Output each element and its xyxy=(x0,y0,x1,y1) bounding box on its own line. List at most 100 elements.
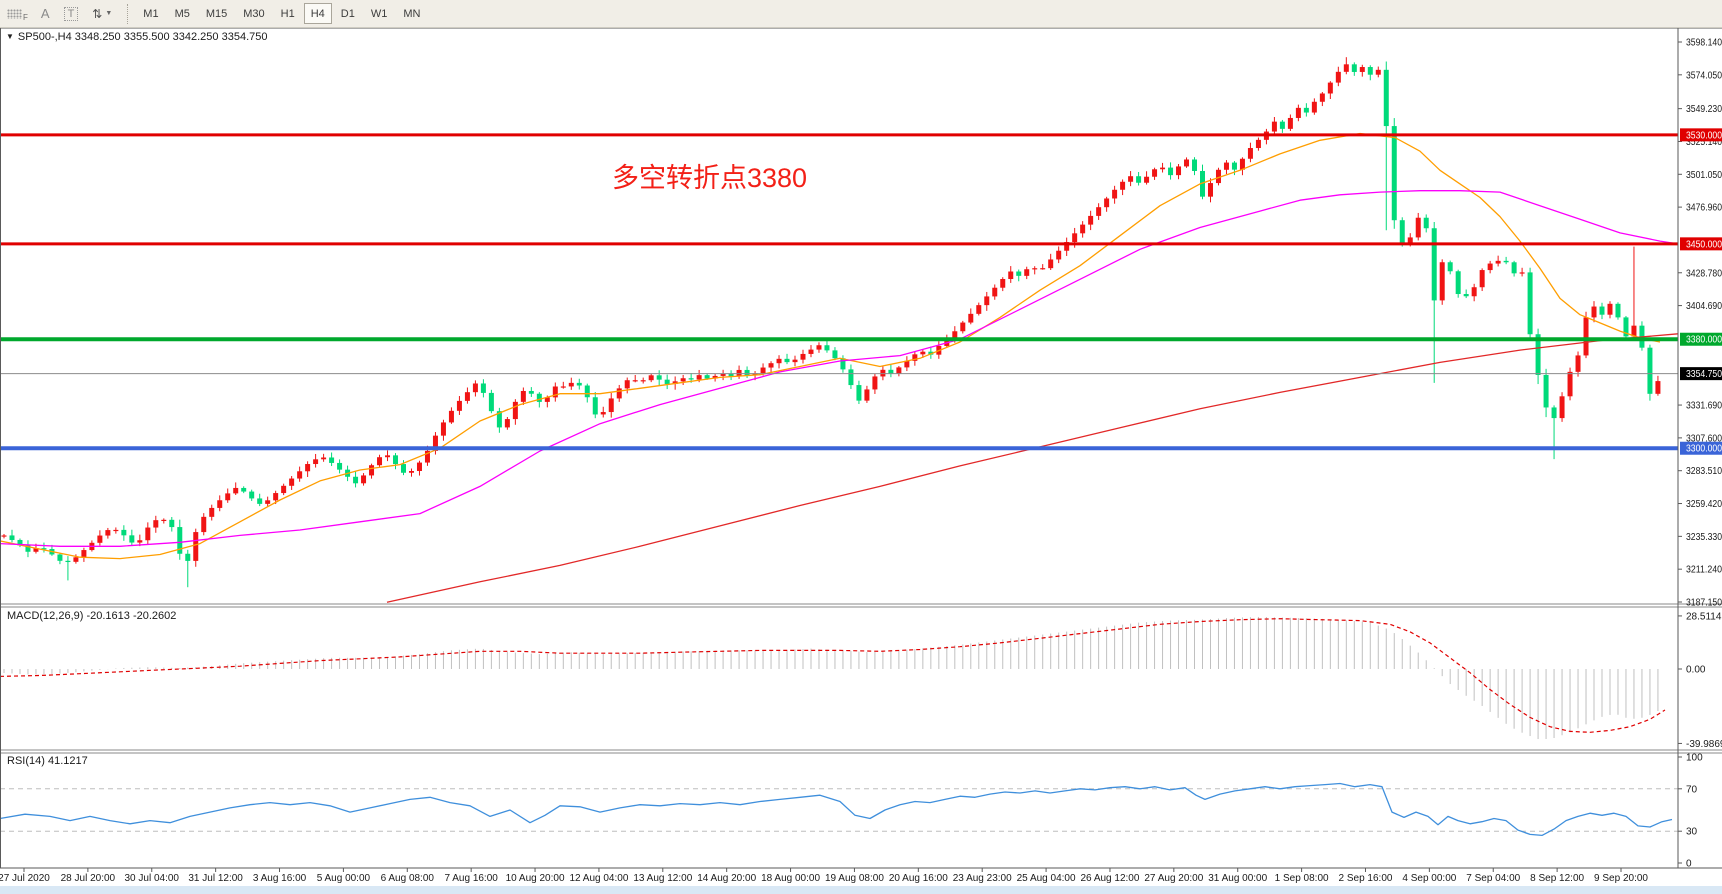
candle-body xyxy=(720,373,726,376)
candle-body xyxy=(1,535,7,537)
time-tick-label: 4 Sep 00:00 xyxy=(1402,873,1456,884)
candle-body xyxy=(856,385,862,401)
grid-icon xyxy=(7,8,22,19)
price-tick-label: 3598.140 xyxy=(1686,38,1722,49)
candle-body xyxy=(480,383,486,393)
time-tick-label: 9 Sep 20:00 xyxy=(1594,873,1648,884)
ma-fast-orange-line xyxy=(0,132,1661,560)
candle-body xyxy=(696,375,702,380)
candle-body xyxy=(1064,242,1070,251)
macd-tick-label: 0.00 xyxy=(1686,665,1706,676)
arrows-tool[interactable]: ⇅ ▼ xyxy=(87,4,117,24)
time-tick-label: 18 Aug 00:00 xyxy=(761,873,820,884)
candle-body xyxy=(1287,117,1293,129)
price-tick-label: 3331.690 xyxy=(1686,401,1722,412)
time-tick-label: 8 Sep 12:00 xyxy=(1530,873,1584,884)
candle-body xyxy=(992,287,998,297)
candle-body xyxy=(1351,64,1357,72)
candle-body xyxy=(25,545,31,552)
time-tick-label: 5 Aug 00:00 xyxy=(317,873,371,884)
window-bottom-strip xyxy=(0,886,1722,894)
candle-body xyxy=(265,500,271,504)
candle-body xyxy=(1088,215,1094,225)
candle-body xyxy=(97,535,103,543)
price-badge xyxy=(1680,332,1722,346)
timeframe-button-m1[interactable]: M1 xyxy=(143,7,159,20)
candle-body xyxy=(784,358,790,363)
candle-body xyxy=(1463,294,1469,297)
chart-title[interactable]: ▼ SP500-,H4 3348.250 3355.500 3342.250 33… xyxy=(6,31,267,43)
candle-body xyxy=(1375,69,1381,75)
candle-body xyxy=(632,380,638,382)
price-tick-label: 3235.330 xyxy=(1686,532,1722,543)
candle-body xyxy=(1527,272,1533,335)
candle-body xyxy=(552,386,558,398)
price-tick-label: 3283.510 xyxy=(1686,466,1722,477)
candle-body xyxy=(1431,228,1437,301)
text-label-tool[interactable]: A xyxy=(36,4,55,24)
candle-body xyxy=(81,550,87,558)
price-tick-label: 3428.780 xyxy=(1686,268,1722,279)
candle-body xyxy=(297,471,303,479)
timeframe-button-mn[interactable]: MN xyxy=(403,7,421,20)
time-tick-label: 31 Aug 00:00 xyxy=(1208,873,1267,884)
timeframe-button-h4[interactable]: H4 xyxy=(303,3,332,24)
price-tick-label: 3259.420 xyxy=(1686,499,1722,510)
candle-body xyxy=(1040,268,1046,270)
toolbar-separator xyxy=(127,3,129,24)
candle-body xyxy=(496,411,502,428)
timeframe-button-w1[interactable]: W1 xyxy=(370,7,388,20)
candle-body xyxy=(337,462,343,470)
candle-body xyxy=(1519,272,1525,274)
candle-body xyxy=(896,367,902,374)
candle-body xyxy=(1279,121,1285,129)
candle-body xyxy=(1144,176,1150,183)
candle-body xyxy=(65,560,71,563)
text-box-tool[interactable]: T xyxy=(59,4,84,24)
candle-body xyxy=(1327,82,1333,94)
rsi-tick-label: 30 xyxy=(1686,827,1698,838)
candle-body xyxy=(169,519,175,528)
candle-body xyxy=(1535,334,1541,375)
timeframe-button-m15[interactable]: M15 xyxy=(205,7,228,20)
toolbar: F A T ⇅ ▼ M1 M5 M15 M30 H1 H4 D1 W1 MN xyxy=(0,0,1722,28)
timeframe-button-m30[interactable]: M30 xyxy=(243,7,265,20)
candle-body xyxy=(1623,317,1629,337)
candle-body xyxy=(1319,93,1325,102)
rsi-line xyxy=(0,782,1673,837)
candle-body xyxy=(1423,217,1429,229)
candle-body xyxy=(1487,263,1493,271)
candle-body xyxy=(249,491,255,499)
candle-body xyxy=(672,381,678,385)
candle-body xyxy=(584,385,590,398)
candle-body xyxy=(1104,198,1110,208)
candle-body xyxy=(57,554,63,561)
candle-body xyxy=(648,375,654,381)
candle-body xyxy=(728,373,734,377)
time-tick-label: 23 Aug 23:00 xyxy=(953,873,1012,884)
timeframe-button-m5[interactable]: M5 xyxy=(174,7,190,20)
candle-body xyxy=(1567,371,1573,397)
price-tick-label: 3476.960 xyxy=(1686,203,1722,214)
candle-body xyxy=(129,535,135,543)
price-badge-label: 3300.000 xyxy=(1686,444,1722,455)
candle-body xyxy=(105,530,111,536)
candle-body xyxy=(233,487,239,494)
candle-body xyxy=(1192,159,1198,171)
candle-body xyxy=(113,529,119,532)
candle-body xyxy=(1000,279,1006,288)
candle-body xyxy=(161,519,167,522)
candle-body xyxy=(1016,271,1022,276)
candle-body xyxy=(472,383,478,393)
candle-body xyxy=(456,400,462,411)
timeframe-button-h1[interactable]: H1 xyxy=(280,7,295,20)
candle-body xyxy=(217,500,223,508)
timeframe-button-d1[interactable]: D1 xyxy=(340,7,355,20)
candle-body xyxy=(712,375,718,379)
annotation-text[interactable]: 多空转折点3380 xyxy=(612,163,808,193)
candle-body xyxy=(73,557,79,562)
candle-body xyxy=(824,345,830,351)
grid-f-tool[interactable]: F xyxy=(2,4,32,24)
candle-body xyxy=(688,378,694,380)
